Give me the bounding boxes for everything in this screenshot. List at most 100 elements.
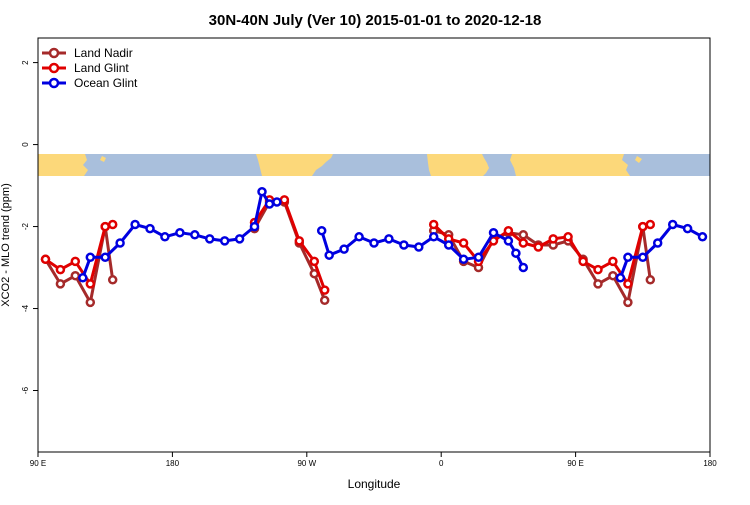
y-tick-label: -6 [21, 386, 30, 394]
data-point [100, 221, 110, 232]
data-point [115, 238, 125, 248]
data-point [503, 225, 514, 236]
series-land-glint [40, 195, 656, 295]
data-point [593, 279, 603, 289]
data-point [667, 219, 678, 230]
data-point [339, 244, 349, 254]
legend-label: Ocean Glint [74, 76, 138, 90]
data-point [40, 254, 51, 265]
data-point [697, 232, 708, 242]
data-point [623, 297, 633, 308]
data-point [399, 240, 409, 250]
data-point [458, 254, 469, 265]
data-point [190, 230, 200, 240]
data-point [428, 232, 439, 242]
data-point [309, 256, 320, 267]
data-point [316, 225, 327, 236]
legend-marker [48, 47, 60, 59]
data-point [645, 275, 656, 285]
data-point [414, 242, 424, 252]
x-tick-label: 90 E [567, 459, 583, 468]
series-line [432, 223, 651, 286]
legend-marker [48, 62, 60, 74]
data-point [518, 262, 529, 273]
map-land-africa-europe [427, 154, 489, 176]
data-point [78, 273, 88, 283]
data-point [204, 234, 215, 244]
data-point [608, 256, 618, 267]
data-point [294, 236, 305, 246]
series-ocean-glint [78, 186, 708, 283]
map-land-china-west [38, 154, 88, 176]
data-point [70, 270, 81, 281]
data-point [234, 234, 245, 244]
legend-marker [48, 77, 60, 89]
data-point [623, 252, 633, 263]
y-tick-label: -2 [21, 222, 30, 230]
x-tick-label: 90 E [30, 459, 46, 468]
series-lines [40, 186, 708, 308]
data-point [107, 219, 118, 230]
data-point [645, 219, 656, 230]
data-point [615, 273, 626, 283]
data-point [55, 264, 66, 275]
data-point [219, 236, 230, 246]
legend-label: Land Glint [74, 61, 129, 75]
map-land-japan-2 [635, 156, 642, 163]
data-point [458, 238, 469, 248]
x-axis-label: Longitude [348, 477, 401, 491]
data-point [145, 223, 155, 234]
data-point [257, 186, 267, 197]
data-point [107, 275, 118, 285]
data-point [354, 232, 364, 242]
data-point [384, 234, 394, 244]
data-point [503, 236, 514, 246]
map-land-japan [100, 156, 106, 162]
data-point [593, 264, 603, 275]
data-point [652, 238, 663, 248]
data-point [319, 285, 330, 295]
data-point [85, 279, 96, 289]
y-tick-label: 0 [21, 142, 30, 147]
data-point [264, 199, 275, 209]
data-point [272, 197, 282, 207]
map-band [38, 154, 710, 176]
data-point [130, 219, 140, 230]
data-point [623, 279, 633, 289]
data-point [518, 230, 529, 240]
data-point [443, 240, 454, 250]
data-point [638, 252, 648, 263]
data-point [473, 252, 484, 263]
data-point [563, 232, 573, 242]
series-line [81, 190, 278, 279]
series-line [320, 230, 525, 269]
data-point [488, 227, 499, 238]
data-point [428, 219, 439, 230]
data-point [518, 238, 529, 248]
x-tick-label: 90 W [297, 459, 316, 468]
x-tick-label: 180 [166, 459, 180, 468]
data-point [369, 238, 379, 248]
x-tick-label: 0 [439, 459, 444, 468]
series-line [433, 225, 652, 304]
data-point [249, 221, 260, 232]
axes: 90 E 180 90 W 0 90 E 180 2 0 -2 -4 -6 [21, 60, 717, 468]
chart-title: 30N-40N July (Ver 10) 2015-01-01 to 2020… [209, 12, 542, 29]
x-tick-label: 180 [703, 459, 717, 468]
series-line [44, 225, 115, 304]
data-point [511, 248, 521, 258]
data-point [100, 252, 110, 263]
data-point [533, 242, 544, 252]
plot-frame [37, 37, 711, 453]
data-point [638, 221, 648, 232]
map-land-asia [510, 154, 630, 176]
data-point [55, 279, 66, 289]
data-point [279, 195, 290, 205]
y-tick-label: -4 [21, 304, 30, 312]
series-land-nadir [40, 197, 656, 308]
y-tick-label: 2 [21, 60, 30, 65]
y-axis-label: XCO2 - MLO trend (ppm) [0, 183, 12, 306]
data-point [608, 270, 618, 281]
